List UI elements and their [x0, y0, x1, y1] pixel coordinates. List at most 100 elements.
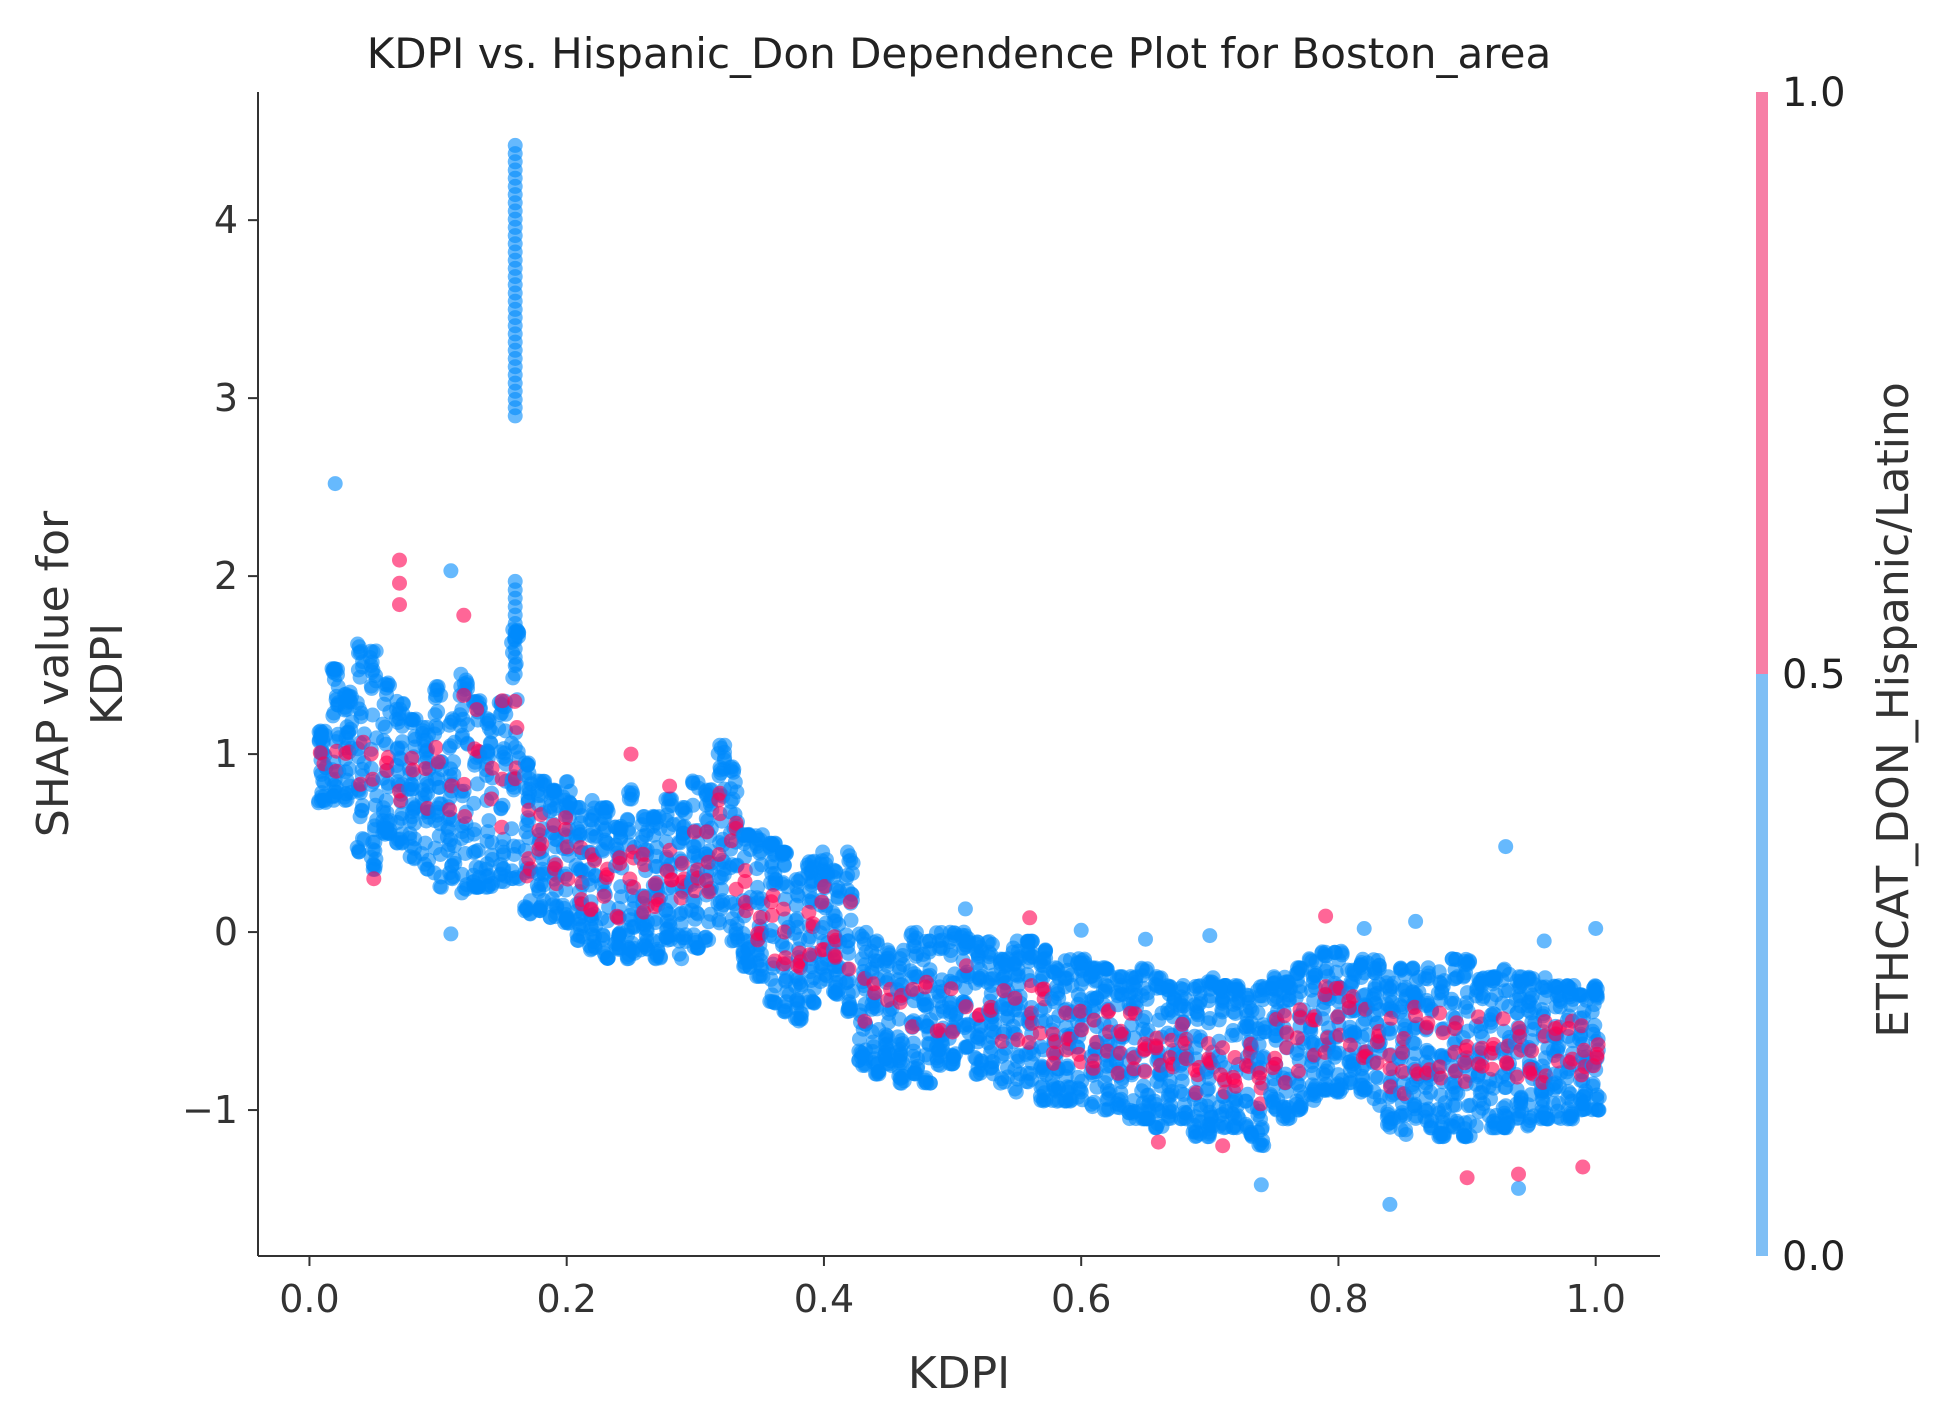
- data-point: [1522, 1113, 1538, 1129]
- data-point: [723, 781, 739, 797]
- data-point: [801, 994, 817, 1010]
- data-point: [1139, 991, 1155, 1007]
- data-point: [609, 908, 625, 924]
- data-point: [1521, 971, 1536, 987]
- data-point: [711, 847, 727, 862]
- data-point: [817, 879, 833, 894]
- data-point: [1189, 1004, 1205, 1020]
- data-point: [353, 776, 369, 792]
- data-point: [994, 1033, 1010, 1049]
- data-point: [648, 915, 663, 931]
- data-point: [376, 733, 391, 748]
- data-point: [353, 705, 369, 721]
- data-point: [1458, 1042, 1474, 1058]
- data-point: [612, 850, 628, 866]
- data-point: [1277, 969, 1293, 985]
- data-point: [456, 676, 472, 692]
- data-point: [542, 910, 558, 926]
- data-point: [1113, 1085, 1129, 1101]
- data-point: [1394, 1105, 1410, 1121]
- data-point: [379, 805, 395, 821]
- data-point: [558, 810, 574, 826]
- data-point: [1330, 1083, 1346, 1099]
- data-point: [456, 607, 472, 623]
- data-point: [1524, 1043, 1540, 1059]
- data-point: [762, 928, 778, 944]
- data-point: [1289, 1030, 1305, 1046]
- data-point: [1380, 1104, 1396, 1120]
- data-point: [928, 1005, 944, 1021]
- data-point: [480, 824, 496, 840]
- data-point: [675, 826, 691, 842]
- data-point: [841, 961, 857, 977]
- data-point: [507, 693, 523, 709]
- data-point: [1022, 910, 1038, 926]
- data-point: [1096, 1102, 1112, 1118]
- data-point: [981, 949, 997, 965]
- data-point: [1134, 968, 1150, 984]
- data-point: [1138, 931, 1153, 947]
- data-point: [800, 932, 816, 948]
- data-point: [1018, 1046, 1034, 1062]
- y-axis-label: SHAP value for: [28, 510, 79, 837]
- data-point: [1588, 921, 1604, 936]
- data-point: [355, 798, 371, 813]
- data-point: [735, 926, 751, 941]
- data-point: [728, 815, 744, 831]
- data-point: [1113, 1023, 1129, 1039]
- data-point: [788, 897, 804, 913]
- data-point: [790, 995, 806, 1011]
- data-point: [1277, 1008, 1292, 1024]
- y-axis-label-line-1: SHAP value for: [28, 510, 79, 837]
- data-point: [723, 833, 739, 849]
- data-point: [1560, 1111, 1576, 1127]
- data-point: [1342, 1037, 1358, 1053]
- data-point: [1239, 1015, 1255, 1031]
- y-tick-label: 1: [214, 732, 238, 776]
- data-point: [1458, 999, 1473, 1015]
- data-point: [1330, 1009, 1346, 1025]
- data-point: [1496, 1023, 1512, 1039]
- data-point: [1356, 921, 1372, 936]
- data-point: [1367, 978, 1383, 994]
- data-point: [1292, 984, 1308, 1000]
- data-point: [1419, 1019, 1435, 1035]
- x-tick-label: 0.2: [536, 1277, 596, 1321]
- data-point: [1457, 1115, 1473, 1131]
- data-point: [392, 597, 407, 613]
- data-point: [764, 907, 780, 923]
- data-point: [1150, 1134, 1166, 1150]
- data-point: [1534, 1002, 1550, 1018]
- data-point: [479, 856, 495, 872]
- data-point: [1447, 1097, 1463, 1113]
- data-point: [942, 1056, 958, 1072]
- data-point: [363, 849, 379, 865]
- data-point: [342, 684, 358, 700]
- data-point: [1494, 995, 1510, 1011]
- y-axis-label-2: KDPI: [82, 623, 133, 725]
- data-point: [636, 904, 652, 920]
- data-point: [891, 1011, 907, 1027]
- data-point: [1545, 1076, 1561, 1092]
- data-point: [1250, 1005, 1266, 1021]
- data-point: [609, 940, 625, 956]
- data-point: [1007, 1062, 1023, 1077]
- data-point: [542, 803, 558, 819]
- data-point: [778, 950, 793, 966]
- data-point: [763, 894, 779, 910]
- data-point: [1135, 1021, 1151, 1037]
- data-point: [441, 837, 457, 853]
- data-point: [1008, 1084, 1024, 1100]
- data-point: [558, 774, 574, 790]
- data-point: [1366, 952, 1382, 968]
- data-point: [1215, 1040, 1230, 1056]
- data-point: [1072, 1003, 1088, 1019]
- data-point: [1070, 955, 1086, 971]
- data-point: [1418, 1065, 1434, 1081]
- data-point: [825, 905, 841, 921]
- data-point: [446, 754, 462, 770]
- data-point: [842, 894, 858, 910]
- data-point: [737, 874, 753, 889]
- data-point: [393, 793, 409, 808]
- data-point: [905, 1066, 921, 1081]
